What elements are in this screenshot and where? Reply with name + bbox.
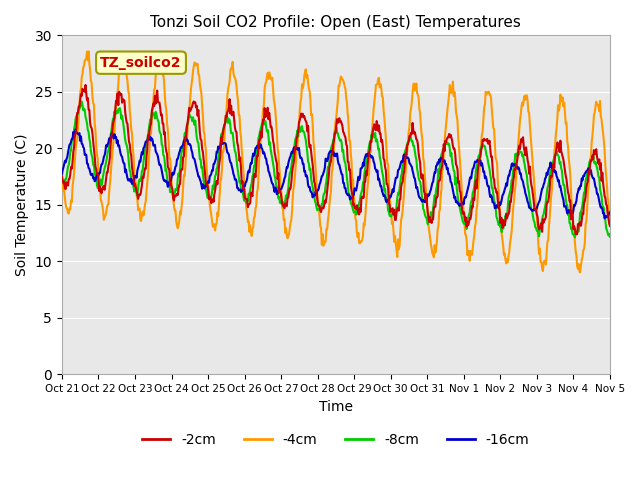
X-axis label: Time: Time	[319, 400, 353, 414]
Legend: -2cm, -4cm, -8cm, -16cm: -2cm, -4cm, -8cm, -16cm	[137, 427, 535, 452]
Text: TZ_soilco2: TZ_soilco2	[100, 56, 182, 70]
Y-axis label: Soil Temperature (C): Soil Temperature (C)	[15, 133, 29, 276]
Title: Tonzi Soil CO2 Profile: Open (East) Temperatures: Tonzi Soil CO2 Profile: Open (East) Temp…	[150, 15, 522, 30]
